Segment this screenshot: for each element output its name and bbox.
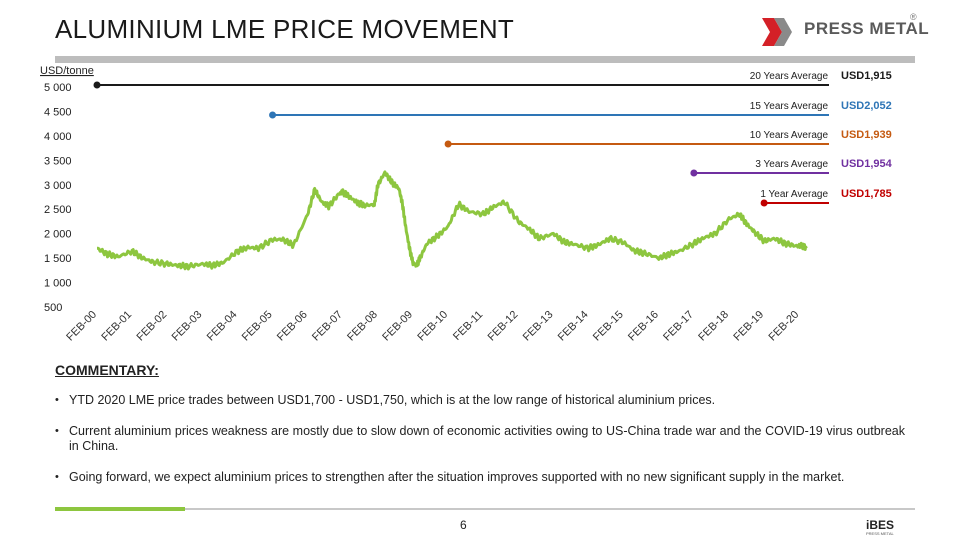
x-tick-label: FEB-09	[380, 309, 415, 344]
average-value: USD1,915	[841, 70, 892, 82]
x-tick-label: FEB-12	[486, 309, 521, 344]
x-tick-label: FEB-01	[99, 309, 134, 344]
y-axis-title: USD/tonne	[40, 65, 94, 77]
commentary-bullet: Going forward, we expect aluminium price…	[55, 470, 905, 485]
average-start-marker	[690, 169, 698, 177]
average-label: 20 Years Average	[750, 71, 829, 82]
footer-accent	[55, 507, 185, 511]
x-tick-label: FEB-07	[310, 309, 345, 344]
x-tick-label: FEB-18	[696, 309, 731, 344]
y-tick-label: 4 500	[44, 106, 72, 118]
commentary-bullet: YTD 2020 LME price trades between USD1,7…	[55, 393, 905, 408]
x-tick-label: FEB-13	[521, 309, 556, 344]
x-tick-label: FEB-02	[134, 309, 169, 344]
x-tick-label: FEB-03	[170, 309, 205, 344]
price-line	[96, 170, 808, 271]
average-start-marker	[93, 81, 101, 89]
y-tick-label: 1 500	[44, 253, 72, 265]
y-axis-ticks: 500 1 000 1 500 2 000 2 500 3 000 3 500 4 000 4 …	[44, 82, 72, 314]
average-value: USD2,052	[841, 100, 892, 112]
average-start-marker	[269, 111, 277, 119]
x-tick-label: FEB-19	[731, 309, 766, 344]
page-title: ALUMINIUM LME PRICE MOVEMENT	[55, 14, 515, 44]
x-tick-label: FEB-17	[661, 309, 696, 344]
x-tick-label: FEB-11	[451, 309, 485, 343]
price-series	[96, 170, 808, 271]
x-tick-label: FEB-20	[766, 309, 801, 344]
y-tick-label: 3 500	[44, 155, 72, 167]
logo-text: PRESS METAL	[804, 19, 930, 38]
y-tick-label: 5 000	[44, 82, 72, 94]
title-underline	[55, 56, 915, 63]
commentary-title: COMMENTARY:	[55, 362, 159, 378]
commentary-bullet: Current aluminium prices weakness are mo…	[55, 424, 905, 454]
price-chart: USD/tonne 500 1 000 1 500 2 000 2 500 3 000 3 …	[40, 65, 893, 344]
average-label: 1 Year Average	[760, 189, 828, 200]
average-value: USD1,954	[841, 158, 893, 170]
page-number: 6	[460, 518, 467, 532]
average-label: 10 Years Average	[750, 130, 829, 141]
x-tick-label: FEB-15	[591, 309, 626, 344]
x-tick-label: FEB-14	[556, 309, 591, 344]
commentary-list: YTD 2020 LME price trades between USD1,7…	[55, 393, 905, 501]
press-metal-logo: PRESS METAL ®	[760, 12, 930, 52]
y-tick-label: 2 500	[44, 204, 72, 216]
y-tick-label: 3 000	[44, 180, 72, 192]
ibes-logo-subtitle: PRESS METAL	[866, 531, 894, 536]
x-axis-ticks: FEB-00 FEB-01 FEB-02 FEB-03 FEB-04 FEB-05 FEB-…	[64, 309, 801, 344]
x-tick-label: FEB-10	[415, 309, 450, 344]
average-value: USD1,939	[841, 129, 892, 141]
x-tick-label: FEB-04	[205, 309, 240, 344]
x-tick-label: FEB-06	[275, 309, 310, 344]
average-lines: 20 Years Average USD1,915 15 Years Average…	[93, 70, 893, 207]
logo-registered-mark: ®	[910, 12, 917, 22]
average-start-marker	[760, 199, 768, 207]
x-tick-label: FEB-08	[345, 309, 380, 344]
x-tick-label: FEB-16	[626, 309, 661, 344]
y-tick-label: 4 000	[44, 131, 72, 143]
ibes-logo: iBES	[866, 518, 895, 532]
average-start-marker	[444, 140, 452, 148]
y-tick-label: 500	[44, 302, 62, 314]
average-value: USD1,785	[841, 188, 892, 200]
average-label: 3 Years Average	[755, 159, 828, 170]
x-tick-label: FEB-00	[64, 309, 99, 344]
press-metal-logo-icon	[762, 18, 792, 46]
average-label: 15 Years Average	[750, 101, 829, 112]
y-tick-label: 1 000	[44, 278, 72, 290]
footer-divider	[55, 508, 915, 510]
y-tick-label: 2 000	[44, 229, 72, 241]
x-tick-label: FEB-05	[240, 309, 275, 344]
